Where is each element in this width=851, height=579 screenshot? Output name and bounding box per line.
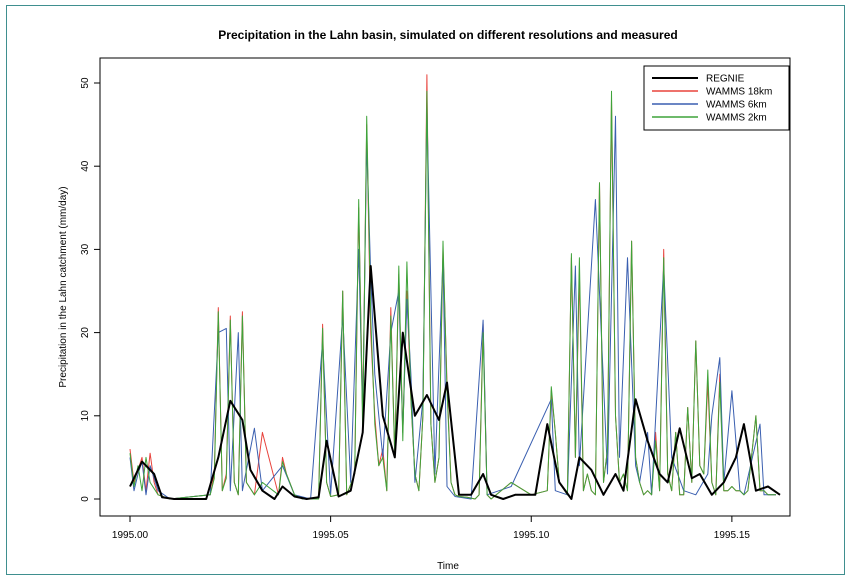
y-tick-label: 50 [80,77,91,89]
legend-label: WAMMS 6km [706,100,767,111]
series-line-regnie [129,265,781,500]
y-tick-label: 40 [80,160,91,172]
chart-title: Precipitation in the Lahn basin, simulat… [218,28,677,42]
x-tick-label: 1995.15 [714,530,751,541]
x-axis-label: Time [437,561,459,572]
legend-label: WAMMS 18km [706,87,772,98]
legend: REGNIE WAMMS 18km WAMMS 6km WAMMS 2km [643,65,790,131]
x-tick-label: 1995.05 [313,530,350,541]
series-line-wamms-2km [129,90,776,500]
y-axis-label: Precipitation in the Lahn catchment (mm/… [58,186,69,387]
legend-label: REGNIE [706,74,745,85]
x-tick-label: 1995.10 [513,530,550,541]
legend-label: WAMMS 2km [706,113,767,124]
x-tick-label: 1995.00 [112,530,149,541]
x-axis: 1995.00 1995.05 1995.10 1995.15 [112,515,751,541]
y-axis: 0 10 20 30 40 50 [80,77,101,502]
y-tick-label: 10 [80,410,91,422]
y-tick-label: 20 [80,327,91,339]
y-tick-label: 0 [80,496,91,502]
figure-frame [6,5,845,575]
series-layer [129,74,781,500]
legend-box [643,65,790,131]
y-tick-label: 30 [80,243,91,255]
